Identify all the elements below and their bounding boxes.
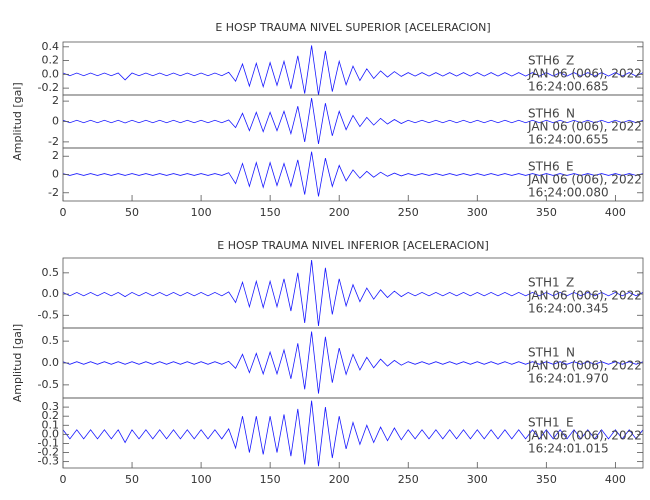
x-tick-label: 50 <box>125 206 139 219</box>
y-tick-label: 2 <box>52 149 59 162</box>
y-tick-label: -0.1 <box>38 436 59 449</box>
y-tick-label: 0 <box>52 168 59 181</box>
chart-title: E HOSP TRAUMA NIVEL SUPERIOR [ACELERACIO… <box>215 21 490 34</box>
chart-title: E HOSP TRAUMA NIVEL INFERIOR [ACELERACIO… <box>217 239 488 252</box>
y-tick-label: 0.5 <box>42 334 60 347</box>
y-tick-label: 0.3 <box>42 400 60 413</box>
y-axis-label: Amplitud [gal] <box>11 82 24 160</box>
x-tick-label: 100 <box>191 473 212 486</box>
date-label: JAN 06 (006), 2022 <box>527 289 642 303</box>
y-tick-label: 0.2 <box>42 54 60 67</box>
y-tick-label: 0.0 <box>42 356 60 369</box>
y-tick-label: -0.5 <box>38 378 59 391</box>
trace <box>63 45 643 95</box>
y-tick-label: -2 <box>48 135 59 148</box>
station-label: STH1 <box>528 276 560 290</box>
y-tick-label: 2 <box>52 94 59 107</box>
component-label: Z <box>566 276 574 290</box>
date-label: JAN 06 (006), 2022 <box>527 359 642 373</box>
y-tick-label: -0.3 <box>38 455 59 468</box>
y-tick-label: 0.0 <box>42 287 60 300</box>
station-label: STH6 <box>528 54 560 68</box>
x-tick-label: 300 <box>467 206 488 219</box>
station-label: STH6 <box>528 160 560 174</box>
x-tick-label: 400 <box>605 473 626 486</box>
station-label: STH1 <box>528 346 560 360</box>
time-label: 16:24:00.655 <box>528 133 609 147</box>
trace <box>63 151 643 197</box>
x-tick-label: 150 <box>260 206 281 219</box>
x-tick-label: 300 <box>467 473 488 486</box>
component-label: N <box>566 107 575 121</box>
x-tick-label: 0 <box>60 206 67 219</box>
y-tick-label: -2 <box>48 186 59 199</box>
x-tick-label: 100 <box>191 206 212 219</box>
y-tick-label: 0.0 <box>42 67 60 80</box>
time-label: 16:24:01.015 <box>528 442 609 456</box>
panel-frame <box>62 397 644 469</box>
x-tick-label: 150 <box>260 473 281 486</box>
trace <box>63 98 643 144</box>
y-tick-label: 0.5 <box>42 266 60 279</box>
date-label: JAN 06 (006), 2022 <box>527 67 642 81</box>
x-tick-label: 0 <box>60 473 67 486</box>
trace <box>63 260 643 326</box>
component-label: Z <box>566 54 574 68</box>
x-tick-label: 350 <box>536 206 557 219</box>
time-label: 16:24:00.685 <box>528 80 609 94</box>
x-tick-label: 250 <box>398 473 419 486</box>
trace <box>63 400 643 467</box>
date-label: JAN 06 (006), 2022 <box>527 120 642 134</box>
x-tick-label: 350 <box>536 473 557 486</box>
component-label: E <box>566 416 574 430</box>
x-tick-label: 250 <box>398 206 419 219</box>
y-tick-label: 0.0 <box>42 427 60 440</box>
y-tick-label: -0.5 <box>38 308 59 321</box>
y-tick-label: 0.4 <box>42 40 60 53</box>
station-label: STH1 <box>528 416 560 430</box>
y-tick-label: 0.2 <box>42 409 60 422</box>
x-tick-label: 50 <box>125 473 139 486</box>
y-axis-label: Amplitud [gal] <box>11 324 24 402</box>
y-tick-label: -0.2 <box>38 81 59 94</box>
time-label: 16:24:00.345 <box>528 302 609 316</box>
trace <box>63 331 643 394</box>
y-tick-label: 0.1 <box>42 418 60 431</box>
component-label: E <box>566 160 574 174</box>
x-tick-label: 200 <box>329 206 350 219</box>
station-label: STH6 <box>528 107 560 121</box>
date-label: JAN 06 (006), 2022 <box>527 173 642 187</box>
y-tick-label: -0.2 <box>38 446 59 459</box>
time-label: 16:24:00.080 <box>528 186 609 200</box>
y-tick-label: 0 <box>52 115 59 128</box>
time-label: 16:24:01.970 <box>528 372 609 386</box>
component-label: N <box>566 346 575 360</box>
x-tick-label: 400 <box>605 206 626 219</box>
x-tick-label: 200 <box>329 473 350 486</box>
date-label: JAN 06 (006), 2022 <box>527 429 642 443</box>
